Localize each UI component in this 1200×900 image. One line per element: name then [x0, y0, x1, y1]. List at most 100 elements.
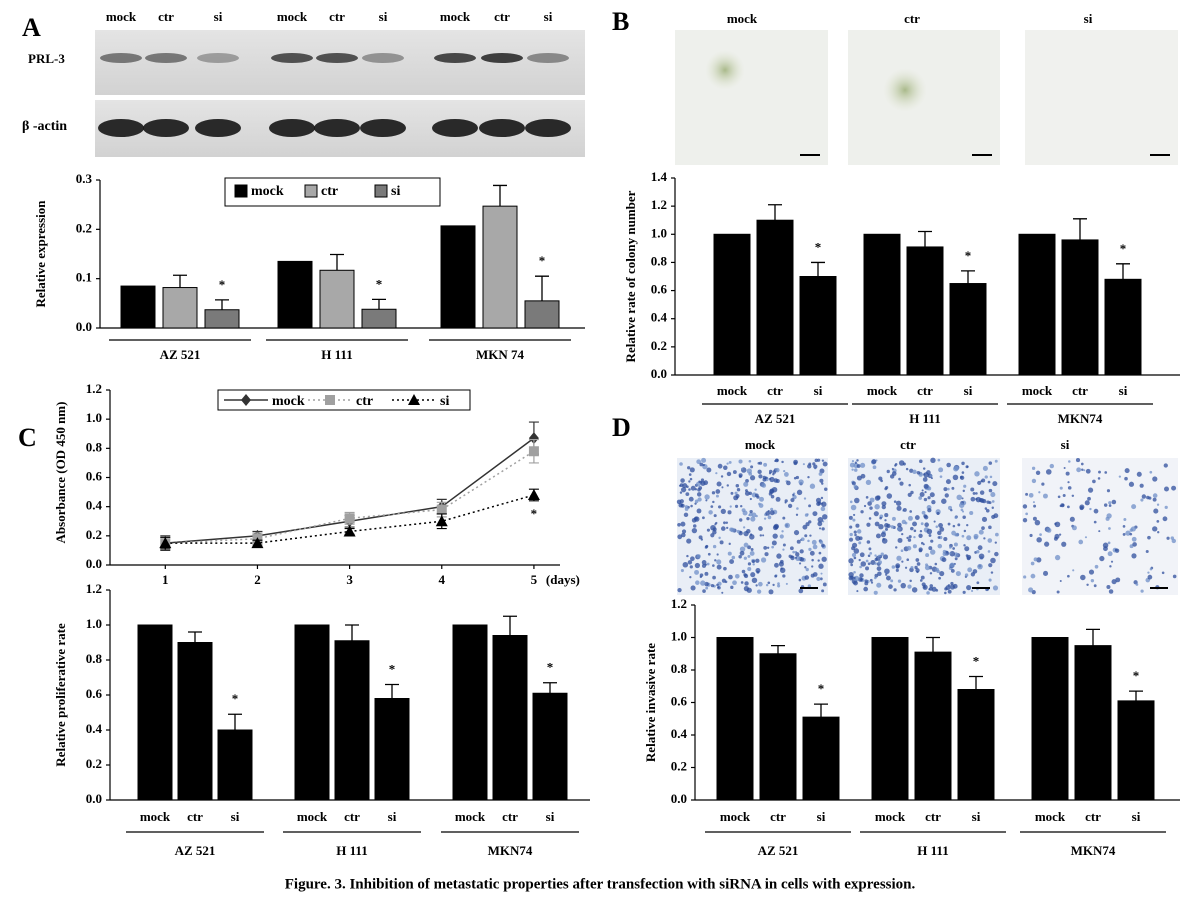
cell — [1072, 569, 1075, 572]
cell — [730, 527, 735, 533]
cell — [796, 489, 803, 496]
cell — [918, 459, 923, 464]
cell — [755, 584, 758, 587]
cell — [1043, 570, 1049, 576]
cell — [970, 572, 976, 577]
cell — [720, 475, 724, 478]
cell — [929, 474, 933, 478]
cell — [700, 580, 706, 586]
cell — [855, 523, 860, 528]
cell — [803, 497, 807, 500]
cell — [926, 470, 931, 475]
y-tick-label: 0.8 — [86, 651, 103, 666]
cell — [811, 539, 817, 545]
bar — [957, 689, 995, 801]
cell — [874, 521, 880, 527]
legend-label: mock — [272, 394, 305, 409]
bar — [949, 283, 987, 376]
cell — [921, 489, 924, 492]
cell — [937, 530, 942, 536]
cell — [706, 562, 710, 566]
cell — [705, 499, 708, 502]
cell — [741, 467, 744, 471]
cell — [949, 546, 952, 549]
cell — [974, 471, 980, 477]
cell — [913, 529, 917, 533]
cell — [701, 560, 707, 565]
bar — [1061, 239, 1099, 376]
cell — [899, 481, 904, 486]
cell — [817, 517, 824, 523]
cell — [721, 486, 724, 489]
cell — [994, 459, 998, 463]
cell — [745, 478, 749, 483]
x-category-label: AZ 521 — [160, 347, 201, 362]
cell — [860, 473, 866, 479]
cell — [726, 526, 729, 530]
cell — [1118, 475, 1122, 478]
cell — [990, 557, 996, 564]
y-tick-label: 0.0 — [651, 366, 667, 381]
blot-band — [362, 53, 404, 63]
group-series-label: si — [817, 809, 826, 824]
cell — [811, 558, 814, 562]
cell — [740, 581, 744, 584]
cell — [910, 526, 914, 531]
cell — [704, 494, 710, 500]
blot-band — [316, 53, 358, 63]
x-tick-label: 5 — [531, 572, 538, 587]
cell — [873, 511, 879, 517]
error-bar — [1073, 218, 1087, 240]
cell — [918, 533, 923, 538]
cell — [684, 505, 689, 509]
lane-label: mock — [106, 9, 137, 24]
cell — [771, 545, 774, 549]
cell — [856, 464, 861, 468]
cell — [1054, 554, 1061, 561]
cell — [786, 480, 791, 486]
cell — [922, 467, 926, 470]
cell — [1156, 503, 1160, 506]
significance-mark: * — [531, 506, 538, 521]
cell — [691, 527, 698, 534]
cell — [762, 534, 765, 537]
cell — [884, 523, 889, 528]
cell — [1171, 538, 1177, 544]
cell — [994, 541, 997, 544]
cell — [981, 516, 988, 523]
group-series-label: ctr — [917, 383, 933, 398]
bar — [906, 246, 944, 376]
error-bar — [1086, 628, 1100, 646]
cell — [1029, 533, 1033, 538]
cell — [774, 562, 779, 568]
cell — [985, 508, 990, 513]
cell — [818, 527, 822, 530]
cell — [696, 492, 702, 497]
cell — [808, 504, 812, 508]
cell — [1076, 467, 1082, 473]
bar — [452, 624, 488, 801]
micrograph — [1022, 458, 1178, 595]
cell — [890, 579, 894, 583]
cell — [690, 585, 696, 591]
group-series-label: si — [814, 383, 823, 398]
cell — [852, 518, 856, 522]
y-axis-label: Absorbance (OD 450 nm) — [53, 402, 68, 544]
cell — [776, 553, 782, 559]
cell — [736, 529, 741, 534]
cell — [946, 462, 951, 468]
cell — [945, 479, 951, 485]
cell — [951, 530, 957, 536]
blot-band — [143, 119, 189, 137]
cell — [1164, 505, 1168, 509]
cell — [907, 492, 912, 497]
cell — [704, 581, 709, 587]
cell — [688, 473, 692, 476]
cell — [775, 496, 781, 502]
y-tick-label: 0.8 — [651, 253, 668, 268]
cell — [1054, 533, 1060, 539]
cell — [854, 497, 860, 504]
cell — [766, 546, 770, 550]
cell — [851, 468, 854, 471]
cell — [963, 484, 967, 488]
